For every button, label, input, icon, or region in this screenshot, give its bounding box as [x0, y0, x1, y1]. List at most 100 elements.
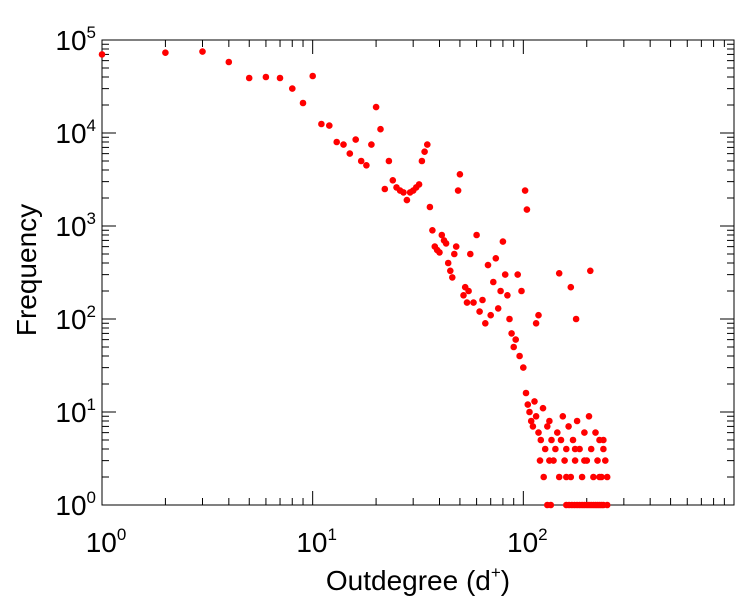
data-point — [547, 501, 555, 509]
data-point — [442, 240, 450, 247]
data-point — [494, 305, 502, 312]
data-point — [603, 473, 611, 481]
data-point — [546, 417, 553, 425]
data-point — [501, 271, 509, 278]
data-point — [463, 299, 471, 306]
x-tick-label: 101 — [296, 525, 337, 558]
data-point — [326, 122, 333, 129]
data-point — [536, 457, 544, 464]
data-point — [544, 423, 551, 430]
data-point — [199, 48, 206, 55]
data-point — [569, 436, 577, 444]
data-point — [531, 398, 538, 405]
data-point — [487, 311, 495, 319]
data-point — [522, 389, 530, 397]
data-point — [571, 457, 579, 464]
data-point — [537, 436, 545, 444]
data-point — [497, 287, 504, 295]
data-point — [526, 408, 533, 416]
data-point — [559, 413, 567, 420]
data-point — [565, 423, 572, 430]
data-point — [368, 141, 375, 148]
data-point — [381, 185, 389, 193]
data-point — [572, 315, 580, 323]
data-point — [523, 206, 531, 213]
data-point — [563, 445, 570, 453]
data-point — [460, 292, 467, 299]
data-point — [567, 283, 575, 291]
data-point — [447, 267, 454, 275]
data-point — [552, 445, 559, 453]
axis-ticks — [101, 39, 734, 506]
data-point — [309, 72, 317, 80]
data-point — [504, 292, 511, 299]
data-point — [473, 231, 480, 239]
data-point — [541, 445, 549, 453]
data-point — [535, 311, 542, 319]
data-point — [465, 287, 472, 295]
data-point — [532, 320, 540, 327]
data-point — [512, 336, 519, 343]
data-point — [540, 473, 547, 481]
y-tick-label: 102 — [55, 302, 96, 335]
data-point — [539, 404, 547, 412]
data-point — [98, 51, 106, 58]
tick-labels: 100 101 102 100 101 102 103 104 105 — [55, 23, 547, 558]
y-tick-label: 100 — [55, 488, 96, 521]
data-point — [476, 308, 483, 315]
data-point — [600, 436, 607, 444]
data-point — [563, 473, 570, 481]
x-tick-label: 100 — [86, 525, 127, 558]
data-point — [532, 413, 540, 420]
data-point — [456, 171, 464, 178]
data-point — [400, 189, 407, 196]
data-point — [585, 413, 593, 420]
data-point — [299, 99, 307, 107]
data-point — [578, 473, 586, 481]
data-point — [602, 457, 609, 464]
data-point — [506, 315, 513, 323]
data-point — [449, 274, 456, 281]
data-point — [516, 352, 523, 360]
data-point — [592, 429, 599, 436]
data-point — [548, 436, 555, 444]
data-point — [377, 125, 384, 133]
data-point — [573, 417, 581, 425]
data-point — [372, 103, 380, 111]
data-point — [527, 417, 535, 425]
data-point — [587, 445, 595, 453]
x-tick-label: 102 — [507, 525, 548, 558]
data-point — [333, 138, 341, 146]
data-point — [352, 136, 360, 143]
data-point — [389, 177, 397, 184]
data-point — [429, 227, 436, 234]
data-point — [340, 141, 347, 148]
data-point — [415, 181, 423, 188]
data-point — [318, 120, 325, 128]
data-point — [162, 49, 169, 56]
data-point — [276, 74, 284, 82]
y-tick-label: 103 — [55, 209, 96, 242]
data-point — [403, 196, 411, 204]
data-point — [346, 150, 354, 157]
data-point — [436, 249, 443, 256]
data-point — [418, 157, 426, 165]
data-point — [424, 141, 431, 148]
y-tick-label: 105 — [55, 23, 96, 56]
data-point — [590, 473, 597, 481]
data-points — [98, 48, 611, 509]
data-point — [451, 250, 458, 258]
data-point — [508, 330, 515, 337]
data-point — [357, 157, 365, 165]
data-point — [510, 343, 517, 351]
y-axis-label: Frequency — [11, 204, 42, 336]
data-point — [524, 401, 532, 408]
data-point — [587, 267, 594, 275]
data-point — [596, 473, 603, 481]
x-axis-label-sup: + — [491, 563, 501, 582]
data-point — [594, 457, 601, 464]
data-point — [426, 203, 434, 211]
data-point — [385, 157, 393, 165]
data-point — [262, 73, 270, 81]
